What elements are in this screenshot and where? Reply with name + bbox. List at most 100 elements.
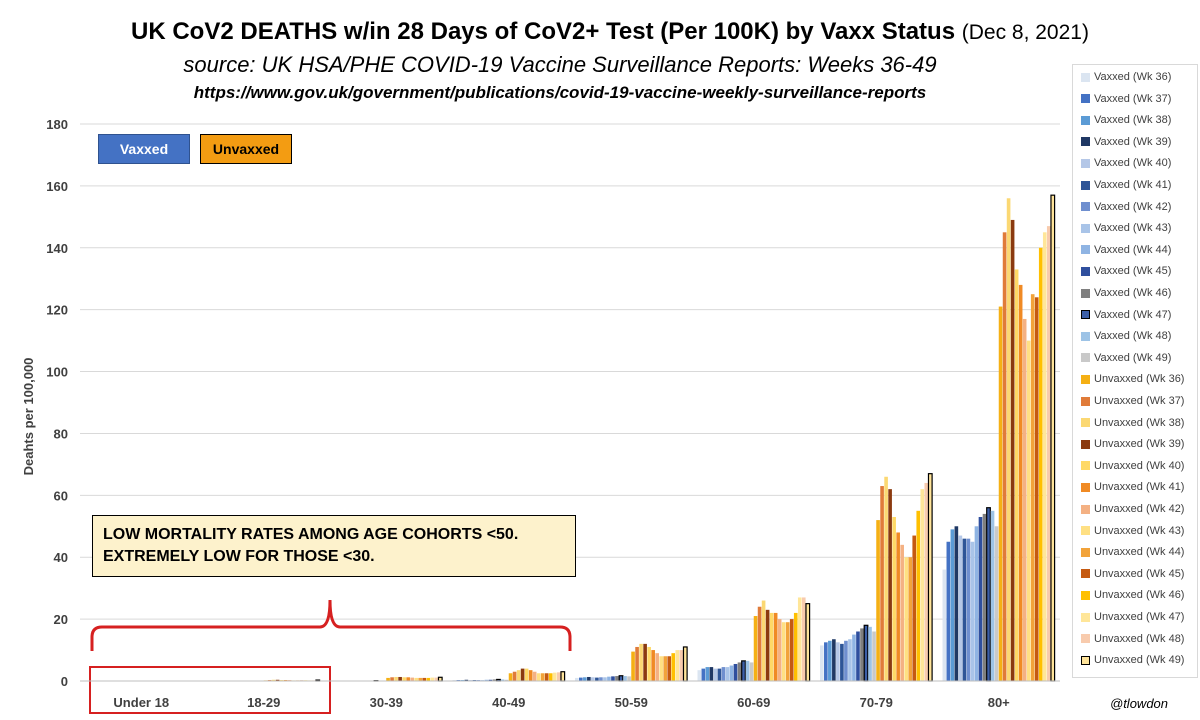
legend-swatch [1081,72,1090,82]
bar-unvaxxed-wk43-50-59 [659,656,663,681]
legend-label: Vaxxed (Wk 38) [1094,114,1172,127]
legend-swatch [1081,526,1090,536]
bar-vaxxed-wk39-50-59 [587,676,591,681]
bar-unvaxxed-wk47-40-49 [552,672,557,681]
bar-unvaxxed-wk37-50-59 [635,646,639,681]
x-tick-label: 60-69 [737,695,770,710]
bar-unvaxxed-wk37-30-39 [390,677,394,681]
annotation-note: LOW MORTALITY RATES AMONG AGE COHORTS <5… [92,515,576,577]
bar-unvaxxed-wk47-50-59 [675,650,680,681]
bar-unvaxxed-wk44-70-79 [908,557,913,681]
legend-label: Unvaxxed (Wk 43) [1094,524,1185,537]
bar-vaxxed-wk37-70-79 [824,642,828,681]
bar-vaxxed-wk42-70-79 [844,640,848,681]
legend-item: Vaxxed (Wk 42) [1081,197,1171,217]
legend-label: Vaxxed (Wk 43) [1094,222,1172,235]
bar-vaxxed-wk40-80- [958,535,963,681]
bar-unvaxxed-wk41-40-49 [528,670,533,681]
bar-vaxxed-wk43-60-69 [725,667,730,681]
bar-vaxxed-wk37-80- [946,541,951,681]
vaxxed-key-box: Vaxxed [98,134,190,164]
bar-unvaxxed-wk49-60-69 [805,603,811,682]
bar-vaxxed-wk43-50-59 [603,677,607,681]
bar-unvaxxed-wk41-80- [1018,284,1023,681]
bar-unvaxxed-wk44-80- [1030,294,1035,681]
bar-unvaxxed-wk48-30-39 [434,677,439,681]
legend-label: Vaxxed (Wk 48) [1094,330,1172,343]
bar-unvaxxed-wk43-60-69 [781,622,786,681]
bar-unvaxxed-wk40-60-69 [769,612,774,681]
bar-vaxxed-wk41-70-79 [840,643,844,681]
bar-unvaxxed-wk38-50-59 [639,643,643,681]
bar-unvaxxed-wk48-80- [1046,226,1051,681]
source-url: https://www.gov.uk/government/publicatio… [193,83,927,102]
legend-swatch [1081,374,1090,384]
legend-swatch [1081,461,1090,471]
legend-label: Vaxxed (Wk 39) [1094,135,1172,148]
bar-vaxxed-wk43-70-79 [848,639,852,681]
legend-swatch [1081,482,1090,492]
legend-swatch [1081,223,1090,233]
bar-unvaxxed-wk46-80- [1038,247,1043,681]
legend-item: Unvaxxed (Wk 40) [1081,456,1184,476]
bar-unvaxxed-wk38-40-49 [516,670,521,681]
legend-item: Unvaxxed (Wk 45) [1081,564,1184,584]
legend-label: Vaxxed (Wk 41) [1094,179,1172,191]
bar-unvaxxed-wk43-30-39 [414,677,418,681]
legend-label: Unvaxxed (Wk 39) [1094,438,1185,451]
legend-label: Unvaxxed (Wk 37) [1094,395,1185,407]
highlight-box-under-30 [89,666,331,714]
y-tick-label: 140 [46,241,68,256]
legend-swatch [1081,547,1090,557]
bar-unvaxxed-wk43-40-49 [536,673,541,681]
bar-vaxxed-wk48-80- [990,510,995,681]
bar-vaxxed-wk39-60-69 [709,667,714,681]
legend-item: Vaxxed (Wk 40) [1081,153,1171,173]
bar-unvaxxed-wk42-40-49 [532,671,537,681]
legend-item: Unvaxxed (Wk 44) [1081,542,1184,562]
legend-item: Vaxxed (Wk 48) [1081,326,1171,346]
legend-item: Vaxxed (Wk 45) [1081,261,1171,281]
bar-vaxxed-wk37-60-69 [701,668,706,681]
legend-label: Unvaxxed (Wk 44) [1094,546,1185,559]
bar-unvaxxed-wk48-50-59 [679,650,684,681]
legend-label: Unvaxxed (Wk 47) [1094,611,1185,623]
legend-label: Unvaxxed (Wk 46) [1094,589,1185,602]
bar-unvaxxed-wk38-70-79 [884,476,888,681]
bar-unvaxxed-wk49-30-39 [437,676,443,682]
bar-vaxxed-wk44-80- [974,526,979,681]
bar-unvaxxed-wk44-40-49 [540,673,545,681]
bar-vaxxed-wk46-60-69 [737,662,742,681]
bar-vaxxed-wk37-50-59 [579,677,583,681]
bar-vaxxed-wk36-70-79 [820,645,824,681]
legend-label: Unvaxxed (Wk 41) [1094,481,1185,494]
bar-unvaxxed-wk41-70-79 [896,532,900,681]
chart-title: UK CoV2 DEATHS w/in 28 Days of CoV2+ Tes… [0,18,1200,46]
bar-unvaxxed-wk42-50-59 [655,653,659,681]
bar-vaxxed-wk38-50-59 [583,677,587,681]
bar-vaxxed-wk36-60-69 [697,670,702,681]
legend-item: Vaxxed (Wk 43) [1081,218,1171,238]
legend-swatch [1081,158,1090,168]
bar-vaxxed-wk36-50-59 [575,677,579,681]
chart-subtitle: source: UK HSA/PHE COVID-19 Vaccine Surv… [183,52,937,77]
legend-item: Vaxxed (Wk 49) [1081,348,1171,368]
author-handle: @tlowdon [1110,696,1169,711]
bar-vaxxed-wk47-80- [986,507,991,682]
bar-unvaxxed-wk39-18-29 [275,679,280,681]
legend-label: Vaxxed (Wk 44) [1094,243,1172,256]
legend-item: Unvaxxed (Wk 42) [1081,499,1184,519]
legend-swatch [1081,418,1090,428]
bar-vaxxed-wk41-60-69 [717,668,722,681]
legend-label: Unvaxxed (Wk 40) [1094,459,1185,472]
bar-unvaxxed-wk41-50-59 [651,650,655,681]
legend-item: Unvaxxed (Wk 49) [1081,650,1184,670]
chart-header: UK CoV2 DEATHS w/in 28 Days of CoV2+ Tes… [0,0,1200,110]
legend-item: Unvaxxed (Wk 47) [1081,607,1184,627]
y-tick-label: 100 [46,365,68,380]
bar-unvaxxed-wk45-70-79 [912,535,917,681]
bar-unvaxxed-wk36-80- [998,306,1003,681]
bar-unvaxxed-wk48-40-49 [556,672,561,681]
legend-item: Vaxxed (Wk 44) [1081,240,1171,260]
legend-item: Vaxxed (Wk 46) [1081,283,1171,303]
